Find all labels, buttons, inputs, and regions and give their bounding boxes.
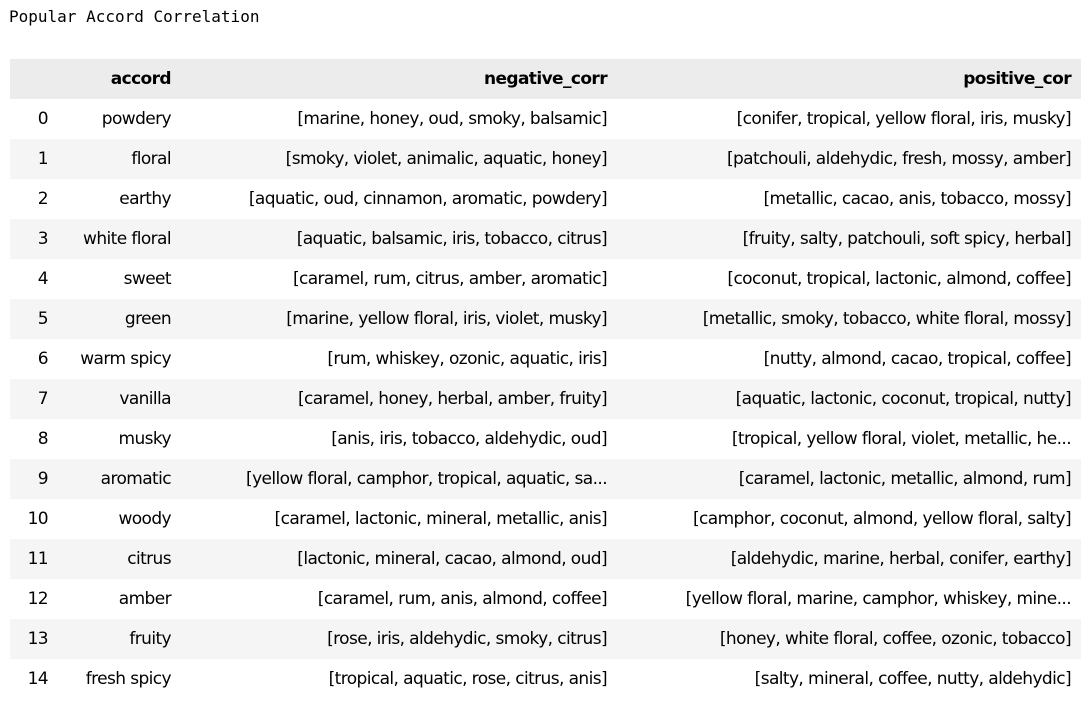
cell-negative-corr: [smoky, violet, animalic, aquatic, honey… (285, 149, 608, 169)
cell-accord: powdery (101, 109, 172, 129)
cell-negative-corr: [aquatic, oud, cinnamon, aromatic, powde… (248, 189, 608, 209)
cell-positive-cor: [nutty, almond, cacao, tropical, coffee] (763, 349, 1072, 369)
row-index: 13 (27, 629, 49, 649)
cell-negative-corr: [caramel, rum, citrus, amber, aromatic] (292, 269, 608, 289)
cell-accord: fresh spicy (85, 669, 172, 689)
row-index: 14 (27, 669, 49, 689)
table-row: 5 green [marine, yellow floral, iris, viol… (10, 299, 1081, 339)
row-index: 2 (37, 189, 49, 209)
cell-negative-corr: [aquatic, balsamic, iris, tobacco, citru… (296, 229, 608, 249)
cell-negative-corr: [marine, honey, oud, smoky, balsamic] (297, 109, 607, 129)
row-index: 10 (27, 509, 49, 529)
row-index: 6 (37, 349, 49, 369)
cell-positive-cor: [salty, mineral, coffee, nutty, aldehydi… (754, 669, 1072, 689)
cell-negative-corr: [tropical, aquatic, rose, citrus, anis] (328, 669, 608, 689)
cell-positive-cor: [patchouli, aldehydic, fresh, mossy, amb… (726, 149, 1072, 169)
row-index: 0 (37, 109, 49, 129)
cell-positive-cor: [metallic, smoky, tobacco, white floral,… (702, 309, 1072, 329)
cell-accord: citrus (127, 549, 171, 569)
row-index: 11 (27, 549, 49, 569)
cell-accord: floral (131, 149, 171, 169)
row-index: 12 (27, 589, 49, 609)
table-row: 12 amber [caramel, rum, anis, almond, coff… (10, 579, 1081, 619)
cell-positive-cor: [aldehydic, marine, herbal, conifer, ear… (730, 549, 1072, 569)
cell-accord: white floral (83, 229, 172, 249)
cell-positive-cor: [metallic, cacao, anis, tobacco, mossy] (763, 189, 1071, 209)
cell-positive-cor: [fruity, salty, patchouli, soft spicy, h… (742, 229, 1072, 249)
cell-accord: fruity (129, 629, 171, 649)
table-row: 9 aromatic [yellow floral, camphor, tropic… (10, 459, 1081, 499)
cell-accord: warm spicy (80, 349, 171, 369)
cell-positive-cor: [caramel, lactonic, metallic, almond, ru… (738, 469, 1072, 489)
cell-accord: vanilla (119, 389, 171, 409)
cell-negative-corr: [caramel, honey, herbal, amber, fruity] (297, 389, 608, 409)
row-index: 8 (37, 429, 49, 449)
cell-accord: amber (118, 589, 172, 609)
cell-positive-cor: [aquatic, lactonic, coconut, tropical, n… (735, 389, 1072, 409)
row-index: 5 (37, 309, 49, 329)
table-header: accord negative_corr positive_cor (10, 59, 1081, 99)
cell-accord: green (124, 309, 172, 329)
row-index: 7 (37, 389, 49, 409)
cell-negative-corr: [yellow floral, camphor, tropical, aquat… (246, 469, 608, 489)
table-row: 14 fresh spicy [tropical, aquatic, rose, c… (10, 659, 1081, 699)
table-row: 6 warm spicy [rum, whiskey, ozonic, aquati… (10, 339, 1081, 379)
table-row: 4 sweet [caramel, rum, citrus, amber, arom… (10, 259, 1081, 299)
cell-accord: aromatic (100, 469, 172, 489)
cell-positive-cor: [tropical, yellow floral, violet, metall… (731, 429, 1072, 449)
cell-positive-cor: [camphor, coconut, almond, yellow floral… (693, 509, 1072, 529)
cell-positive-cor: [honey, white floral, coffee, ozonic, to… (719, 629, 1072, 649)
cell-negative-corr: [caramel, rum, anis, almond, coffee] (317, 589, 608, 609)
cell-positive-cor: [conifer, tropical, yellow floral, iris,… (736, 109, 1072, 129)
row-index: 1 (37, 149, 49, 169)
column-header-negative-corr: negative_corr (483, 69, 608, 89)
cell-negative-corr: [rum, whiskey, ozonic, aquatic, iris] (327, 349, 607, 369)
index-header (10, 59, 58, 99)
table-row: 2 earthy [aquatic, oud, cinnamon, aromatic… (10, 179, 1081, 219)
row-index: 4 (37, 269, 49, 289)
row-index: 9 (37, 469, 49, 489)
output-title: Popular Accord Correlation (9, 7, 260, 26)
cell-accord: sweet (123, 269, 172, 289)
cell-accord: musky (118, 429, 172, 449)
cell-negative-corr: [caramel, lactonic, mineral, metallic, a… (274, 509, 608, 529)
cell-positive-cor: [coconut, tropical, lactonic, almond, co… (727, 269, 1071, 289)
column-header-positive-cor: positive_cor (963, 69, 1071, 89)
table-row: 13 fruity [rose, iris, aldehydic, smoky, c… (10, 619, 1081, 659)
table-row: 11 citrus [lactonic, mineral, cacao, almon… (10, 539, 1081, 579)
dataframe-table: accord negative_corr positive_cor 0 powde… (10, 59, 1081, 699)
cell-negative-corr: [anis, iris, tobacco, aldehydic, oud] (331, 429, 607, 449)
cell-negative-corr: [rose, iris, aldehydic, smoky, citrus] (327, 629, 607, 649)
table-row: 8 musky [anis, iris, tobacco, aldehydic, o… (10, 419, 1081, 459)
header-row: accord negative_corr positive_cor (10, 59, 1081, 99)
cell-positive-cor: [yellow floral, marine, camphor, whiskey… (685, 589, 1072, 609)
table-body: 0 powdery [marine, honey, oud, smoky, bals… (10, 99, 1081, 699)
cell-accord: earthy (119, 189, 171, 209)
row-index: 3 (37, 229, 49, 249)
cell-negative-corr: [marine, yellow floral, iris, violet, mu… (286, 309, 607, 329)
cell-negative-corr: [lactonic, mineral, cacao, almond, oud] (297, 549, 607, 569)
table-row: 3 white floral [aquatic, balsamic, iris, t… (10, 219, 1081, 259)
table-row: 10 woody [caramel, lactonic, mineral, meta… (10, 499, 1081, 539)
cell-accord: woody (118, 509, 171, 529)
column-header-accord: accord (110, 69, 172, 89)
table-row: 0 powdery [marine, honey, oud, smoky, bals… (10, 99, 1081, 139)
table-row: 7 vanilla [caramel, honey, herbal, amber, … (10, 379, 1081, 419)
table-row: 1 floral [smoky, violet, animalic, aquatic… (10, 139, 1081, 179)
